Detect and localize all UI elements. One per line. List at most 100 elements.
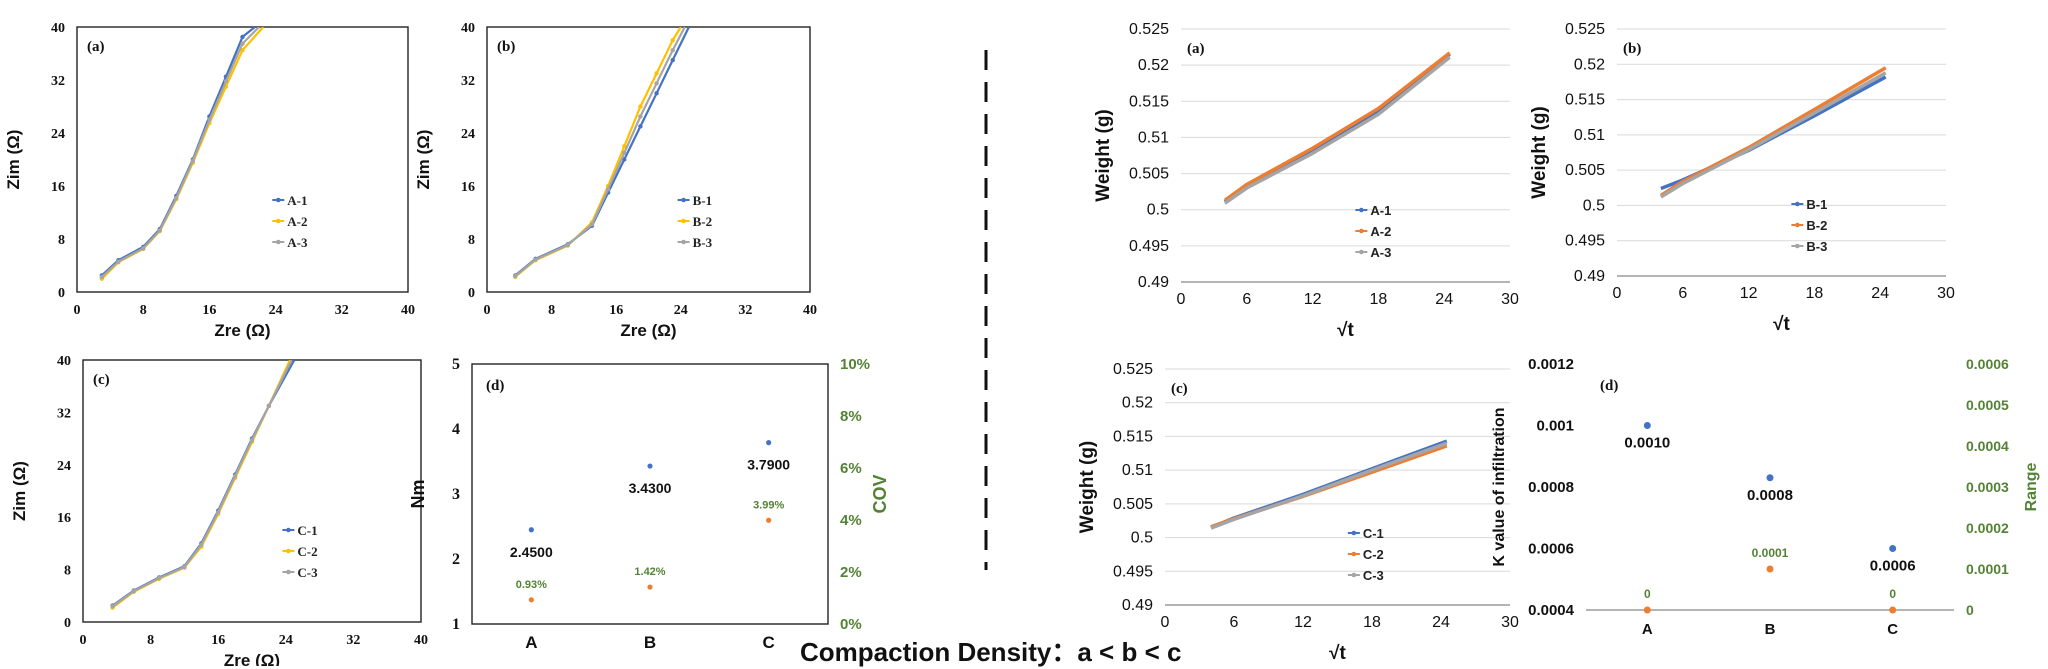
- series-point-A-3: [174, 195, 179, 201]
- x-axis-title: √t: [1329, 643, 1346, 664]
- y2-tick-label: 0.0005: [1966, 397, 2009, 413]
- y-axis-title: Nm: [408, 479, 428, 508]
- legend-marker: [1359, 207, 1364, 213]
- x-tick-label: 6: [1242, 291, 1251, 308]
- series-point-A-3: [190, 158, 196, 164]
- data-label: 3.4300: [629, 480, 672, 496]
- data-point-K value: [1889, 545, 1897, 552]
- y-tick-label: 8: [58, 233, 65, 248]
- series-line-A-2: [1223, 51, 1451, 202]
- y-tick-label: 1: [452, 616, 460, 633]
- series-line-C-3: [1210, 441, 1448, 530]
- y-tick-label: 0.001: [1536, 418, 1574, 435]
- data-point-Nm: [647, 463, 653, 469]
- y2-tick-label: 6%: [840, 460, 862, 477]
- legend-marker: [286, 527, 291, 533]
- category-label: A: [525, 633, 537, 652]
- legend-label: A-2: [287, 214, 307, 229]
- y-tick-label: 0.525: [1113, 361, 1153, 378]
- legend-marker: [1351, 530, 1357, 536]
- y-axis-title: Weight (g): [1077, 441, 1098, 534]
- weight-c-chart: 0.49 0.495 0.5 0.505 0.51 0.515 0.52 0.525 0 6 12 1…: [1077, 361, 1519, 664]
- x-tick-label: 8: [548, 303, 555, 318]
- y-tick-label: 0: [468, 286, 475, 301]
- series-point-B-2: [654, 71, 659, 76]
- y-axis-title: Weight (g): [1529, 106, 1550, 199]
- x-tick-label: 6: [1230, 614, 1239, 631]
- plot-frame: [1181, 29, 1510, 282]
- y-tick-label: 0.0006: [1528, 541, 1574, 558]
- y-tick-label: 0.51: [1574, 127, 1605, 144]
- x-axis-title: √t: [1337, 320, 1354, 341]
- x-tick-label: 8: [147, 633, 154, 648]
- x-tick-label: 12: [1304, 291, 1322, 308]
- legend-marker: [1359, 249, 1364, 255]
- x-tick-label: 12: [1294, 614, 1312, 631]
- legend-marker: [275, 239, 281, 245]
- y-tick-label: 0.525: [1565, 21, 1605, 38]
- panel-label: (c): [93, 372, 110, 388]
- y2-tick-label: 0.0003: [1966, 479, 2009, 495]
- y-tick-label: 16: [57, 511, 71, 526]
- data-label: 0: [1644, 587, 1651, 601]
- data-label: 1.42%: [634, 566, 665, 578]
- y-axis-title: Zim (Ω): [4, 130, 23, 190]
- series-point-B-3: [654, 81, 659, 86]
- x-tick-label: 24: [674, 303, 688, 318]
- series-point-A-1: [240, 34, 245, 40]
- plot-frame: [486, 26, 811, 293]
- x-tick-label: 8: [140, 303, 147, 318]
- x-tick-label: 30: [1501, 291, 1519, 308]
- category-label: C: [763, 633, 775, 652]
- data-label: 3.7900: [747, 457, 790, 473]
- data-point-Range: [1766, 565, 1774, 573]
- series-point-B-3: [589, 222, 595, 227]
- series-point-A-3: [99, 274, 105, 279]
- y-tick-label: 0.495: [1565, 233, 1605, 250]
- series-line-B-3: [1659, 71, 1887, 199]
- y2-axis-title: COV: [870, 474, 890, 513]
- y2-tick-label: 0%: [840, 616, 862, 633]
- series-point-A-3: [240, 41, 245, 46]
- legend-label: B-1: [1806, 197, 1827, 212]
- x-tick-label: 6: [1678, 285, 1687, 302]
- legend-label: C-1: [297, 523, 317, 538]
- series-point-C-3: [182, 564, 187, 570]
- y2-tick-label: 0: [1966, 602, 1974, 618]
- series-line-C-3: [111, 360, 293, 608]
- series-line-B-2: [514, 27, 682, 278]
- y-tick-label: 0.0008: [1528, 479, 1574, 496]
- y-tick-label: 0.52: [1574, 56, 1605, 73]
- x-tick-label: 18: [1370, 291, 1388, 308]
- panel-label: (d): [486, 378, 504, 394]
- x-tick-label: 32: [738, 303, 752, 318]
- y-tick-label: 0.52: [1122, 395, 1153, 412]
- y2-tick-label: 8%: [840, 408, 862, 425]
- data-point-Nm: [528, 527, 534, 533]
- data-label: 0.93%: [516, 579, 547, 591]
- series-point-B-3: [533, 257, 538, 262]
- series-line-B-1: [514, 27, 690, 277]
- legend-label: C-2: [297, 544, 317, 559]
- x-tick-label: 12: [1740, 285, 1758, 302]
- data-point-COV: [766, 517, 772, 523]
- plot-frame: [1165, 369, 1510, 605]
- series-point-A-3: [223, 79, 229, 84]
- panel-label: (d): [1600, 378, 1618, 394]
- series-point-C-3: [110, 604, 115, 609]
- x-tick-label: 40: [414, 633, 428, 648]
- y-tick-label: 24: [461, 127, 475, 142]
- x-tick-label: 0: [80, 633, 87, 648]
- y-tick-label: 0.51: [1138, 129, 1169, 146]
- y-axis-title: Weight (g): [1093, 109, 1114, 202]
- x-tick-label: 16: [211, 633, 225, 648]
- series-line-B-3: [514, 27, 686, 277]
- series-point-B-2: [638, 104, 643, 109]
- series-point-B-3: [605, 187, 611, 192]
- legend-label: A-1: [287, 193, 307, 208]
- data-label: 0.0006: [1870, 558, 1916, 575]
- series-point-B-3: [670, 47, 675, 53]
- y2-tick-label: 10%: [840, 356, 870, 373]
- series-line-A-3: [101, 27, 260, 278]
